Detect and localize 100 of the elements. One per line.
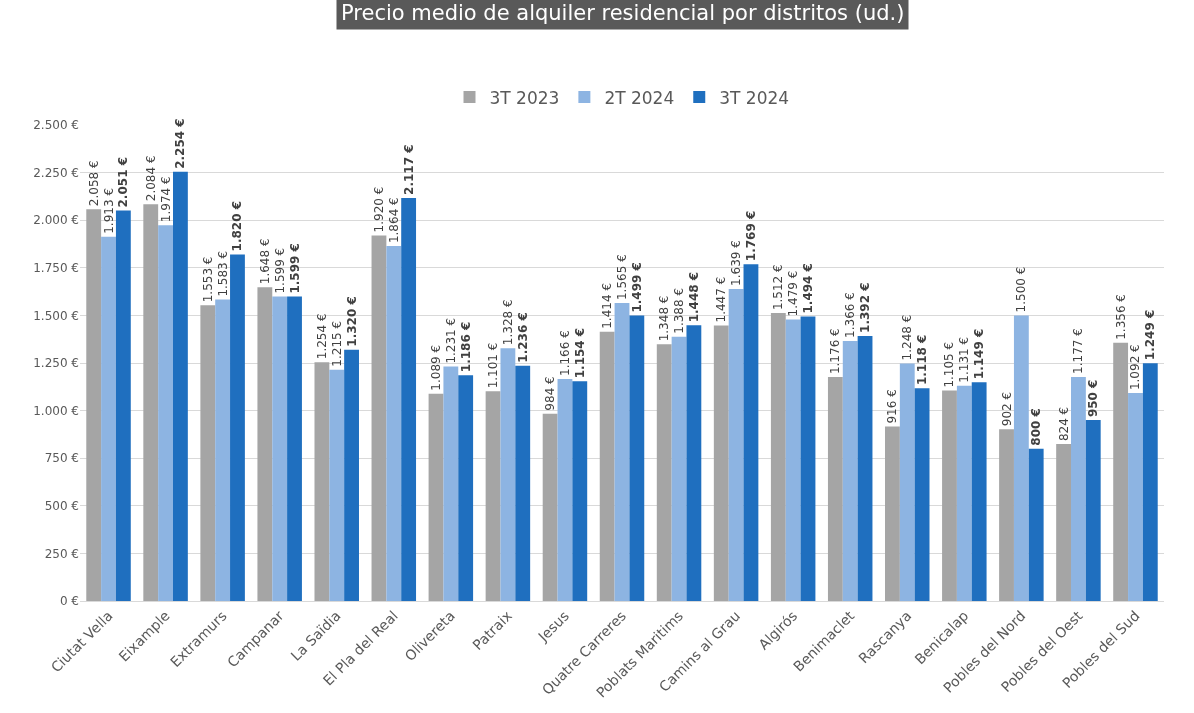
y-tick-label: 1.250 €: [33, 356, 79, 371]
data-label: 1.248 €: [900, 314, 915, 361]
bar: [272, 296, 288, 601]
data-label: 1.118 €: [915, 334, 930, 386]
bar: [428, 393, 444, 601]
data-label: 1.392 €: [858, 282, 873, 333]
data-label: 916 €: [885, 389, 900, 424]
bar: [800, 316, 816, 601]
bar: [344, 349, 359, 601]
bar: [899, 363, 915, 601]
data-label: 1.599 €: [287, 243, 302, 294]
bar: [287, 296, 302, 601]
y-tick-label: 2.500 €: [33, 118, 79, 133]
y-tick-label: 750 €: [44, 451, 79, 466]
bar: [842, 340, 858, 601]
bar: [686, 325, 702, 601]
data-label: 1.254 €: [314, 313, 329, 360]
bar: [200, 305, 216, 601]
bar: [728, 288, 744, 601]
data-label: 1.215 €: [329, 320, 344, 367]
data-label: 1.231 €: [443, 317, 458, 364]
bar: [572, 381, 588, 601]
bar: [629, 315, 645, 601]
data-label: 1.320 €: [344, 296, 359, 347]
bar: [713, 325, 729, 601]
y-tick-label: 250 €: [44, 546, 79, 561]
legend-label: 3T 2024: [719, 87, 790, 108]
data-label: 1.479 €: [786, 270, 801, 317]
bar: [443, 366, 459, 601]
data-label: 1.131 €: [957, 336, 972, 383]
data-label: 902 €: [999, 391, 1014, 427]
data-label: 2.051 €: [116, 157, 131, 208]
data-label: 1.176 €: [828, 328, 843, 375]
bar: [1085, 420, 1101, 601]
data-label: 1.639 €: [729, 240, 744, 286]
bar: [500, 348, 516, 601]
bar: [743, 264, 759, 601]
legend-label: 2T 2024: [604, 87, 675, 108]
data-label: 1.920 €: [371, 186, 386, 233]
data-label: 2.084 €: [143, 155, 158, 202]
data-label: 1.186 €: [458, 321, 473, 373]
data-label: 1.328 €: [500, 299, 515, 346]
data-label: 1.913 €: [101, 187, 116, 234]
bar: [671, 336, 687, 601]
y-tick-label: 2.000 €: [33, 213, 79, 228]
data-label: 1.583 €: [215, 250, 230, 297]
data-label: 1.101 €: [486, 342, 501, 389]
data-label: 1.166 €: [557, 330, 572, 376]
y-tick-label: 1.750 €: [33, 261, 79, 275]
bar: [914, 388, 930, 601]
bar: [599, 331, 615, 601]
bar: [485, 391, 501, 601]
bar: [956, 385, 972, 601]
bar: [770, 313, 786, 601]
data-label: 1.249 €: [1143, 309, 1158, 361]
data-label: 2.254 €: [173, 118, 188, 169]
bar: [401, 197, 417, 601]
bar: [215, 299, 231, 601]
data-label: 1.089 €: [429, 344, 444, 391]
bar: [1113, 342, 1129, 601]
data-label: 2.117 €: [401, 144, 416, 195]
bar: [827, 377, 843, 601]
data-label: 1.105 €: [942, 341, 957, 388]
data-label: 1.864 €: [386, 197, 401, 244]
bar: [1013, 315, 1029, 601]
data-label: 1.512 €: [771, 264, 786, 311]
data-label: 1.769 €: [743, 210, 758, 262]
bar: [656, 344, 672, 601]
data-label: 1.553 €: [200, 256, 215, 303]
data-label: 950 €: [1086, 379, 1101, 418]
data-label: 1.974 €: [158, 176, 173, 223]
bar: [458, 375, 474, 601]
data-label: 1.356 €: [1113, 294, 1128, 340]
bar: [1056, 444, 1071, 601]
bar: [1071, 376, 1086, 601]
bar: [314, 362, 330, 601]
data-label: 2.058 €: [86, 160, 101, 207]
data-label: 1.648 €: [257, 238, 272, 285]
bar: [942, 390, 957, 601]
bar: [386, 246, 402, 601]
bar: [785, 319, 801, 601]
bar: [101, 236, 116, 601]
chart-title: Precio medio de alquiler residencial por distritos (ud.): [341, 1, 905, 25]
bar: [999, 429, 1014, 601]
y-tick-label: 2.250 €: [33, 165, 79, 180]
bar: [329, 369, 345, 601]
data-label: 1.500 €: [1014, 266, 1029, 313]
data-label: 824 €: [1056, 406, 1071, 442]
bar: [542, 413, 558, 601]
bar: [857, 335, 873, 601]
bar: [1142, 363, 1158, 601]
data-label: 1.092 €: [1128, 344, 1143, 391]
bar: [515, 365, 531, 601]
bar: [115, 210, 131, 601]
bar: [371, 235, 387, 601]
bar: [885, 426, 900, 601]
bar: [1028, 448, 1044, 601]
legend-label: 3T 2023: [489, 87, 560, 108]
data-label: 1.414 €: [600, 282, 615, 329]
data-label: 1.820 €: [230, 200, 245, 252]
